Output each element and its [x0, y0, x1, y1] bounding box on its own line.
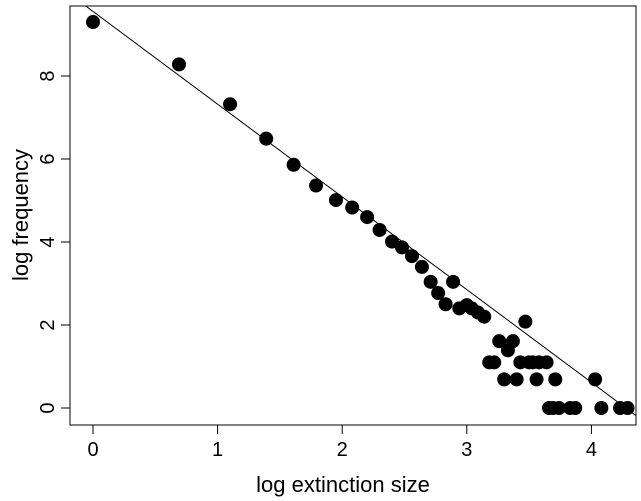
data-point-17	[446, 274, 461, 289]
data-point-31	[518, 314, 533, 329]
data-point-9	[372, 222, 387, 237]
plot-frame	[69, 5, 637, 426]
y-tick-label-4: 4	[37, 236, 59, 247]
data-point-39	[548, 372, 563, 387]
data-point-15	[431, 286, 446, 301]
x-tick-label-0: 0	[87, 439, 98, 461]
data-point-1	[171, 57, 186, 72]
data-point-28	[505, 334, 520, 349]
data-point-11	[395, 240, 410, 255]
y-tick-label-2: 2	[37, 319, 59, 330]
data-point-12	[404, 249, 419, 264]
data-point-13	[414, 259, 429, 274]
x-tick-label-1: 1	[212, 439, 223, 461]
data-point-0	[86, 15, 100, 30]
data-point-4	[286, 157, 301, 172]
data-point-14	[423, 274, 438, 289]
data-point-16	[438, 297, 453, 312]
data-point-6	[328, 193, 343, 208]
y-axis-label: log frequency	[8, 149, 33, 281]
data-point-24	[487, 355, 502, 370]
x-axis-label: log extinction size	[256, 472, 430, 497]
data-point-5	[309, 178, 324, 193]
data-point-26	[497, 372, 512, 387]
data-point-22	[477, 309, 492, 324]
plot-content	[84, 6, 636, 417]
data-point-25	[492, 334, 507, 349]
y-tick-label-8: 8	[37, 70, 59, 81]
data-point-46	[620, 401, 635, 415]
data-point-34	[529, 372, 544, 387]
x-tick-label-2: 2	[337, 439, 348, 461]
data-point-8	[360, 210, 375, 225]
y-tick-label-6: 6	[37, 153, 59, 164]
x-tick-label-4: 4	[586, 439, 597, 461]
x-tick-label-3: 3	[461, 439, 472, 461]
data-point-3	[259, 131, 274, 146]
data-point-7	[345, 200, 360, 215]
x-axis-ticks: 0 1 2 3 4	[87, 425, 597, 461]
data-point-44	[594, 401, 609, 415]
y-axis-ticks: 0 2 4 6 8	[37, 70, 70, 414]
data-point-42	[568, 401, 583, 415]
data-point-43	[588, 372, 603, 387]
data-point-2	[223, 97, 238, 112]
data-point-36	[539, 355, 554, 370]
data-point-29	[509, 372, 524, 387]
y-tick-label-0: 0	[37, 402, 59, 413]
data-point-40	[552, 401, 567, 415]
